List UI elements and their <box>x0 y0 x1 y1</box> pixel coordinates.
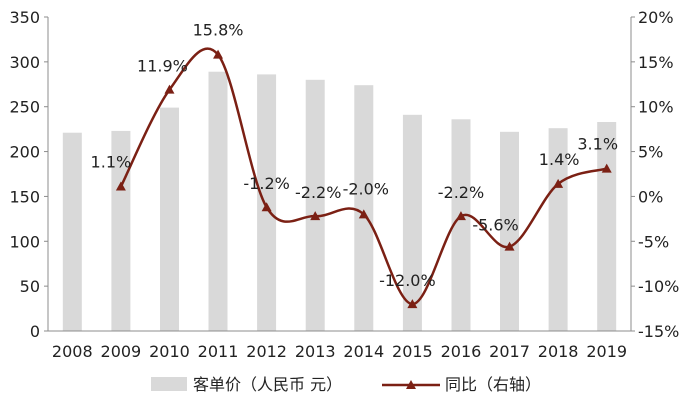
y-left-tick-label: 200 <box>9 143 40 162</box>
bar-2009 <box>111 130 131 331</box>
yoy-marker-2017 <box>504 241 515 251</box>
yoy-marker-2016 <box>455 211 466 221</box>
y-left-tick-label: 250 <box>9 98 40 117</box>
bar-2015 <box>402 114 422 331</box>
yoy-marker-2014 <box>358 209 369 219</box>
yoy-marker-2009 <box>115 181 126 191</box>
y-right-tick-label: 15% <box>638 53 674 72</box>
y-right-tick-label: 5% <box>638 143 663 162</box>
x-tick-label: 2018 <box>538 342 579 361</box>
bars-layer <box>62 71 617 332</box>
yoy-data-label-2013: -2.2% <box>295 183 341 202</box>
yoy-marker-2015 <box>407 299 418 309</box>
yoy-data-label-2015: -12.0% <box>379 271 436 290</box>
y-left-tick-label: 300 <box>9 53 40 72</box>
yoy-data-label-2014: -2.0% <box>343 179 389 198</box>
y-right-tick-label: -5% <box>638 232 669 251</box>
y-left-tick-label: 50 <box>20 277 40 296</box>
legend-label-bar: 客单价（人民币 元） <box>193 375 342 394</box>
x-tick-label: 2016 <box>441 342 482 361</box>
bar-2008 <box>62 132 82 331</box>
legend-label-line: 同比（右轴） <box>445 375 541 394</box>
legend-swatch-bar <box>151 377 187 391</box>
yoy-marker-2013 <box>310 211 321 221</box>
x-tick-label: 2010 <box>149 342 190 361</box>
yoy-data-label-2009: 1.1% <box>91 153 132 172</box>
y-right-tick-label: 20% <box>638 8 674 27</box>
data-labels-layer: 1.1%11.9%15.8%-1.2% -2.2% -2.0%-12.0%-2.2%… <box>91 21 618 290</box>
yoy-data-label-2011: 15.8% <box>193 21 244 40</box>
yoy-data-label-2016: -2.2% <box>438 183 484 202</box>
y-left-tick-label: 150 <box>9 187 40 206</box>
x-tick-label: 2015 <box>392 342 433 361</box>
y-right-tick-label: -15% <box>638 322 679 341</box>
bar-2019 <box>597 122 617 331</box>
bar-2018 <box>548 128 568 331</box>
yoy-marker-2011 <box>213 49 224 59</box>
x-tick-label: 2012 <box>246 342 287 361</box>
bar-2016 <box>451 119 471 331</box>
yoy-data-label-2019: 3.1% <box>577 135 618 154</box>
yoy-data-label-2018: 1.4% <box>539 150 580 169</box>
y-right-tick-label: 10% <box>638 98 674 117</box>
yoy-marker-2012 <box>261 202 272 212</box>
yoy-data-label-2012: -1.2% <box>243 174 289 193</box>
x-tick-label: 2009 <box>101 342 142 361</box>
y-left-tick-label: 0 <box>30 322 40 341</box>
x-tick-label: 2011 <box>198 342 239 361</box>
x-tick-label: 2017 <box>489 342 530 361</box>
yoy-marker-2019 <box>601 163 612 173</box>
yoy-data-label-2010: 11.9% <box>137 57 188 76</box>
bar-2011 <box>208 71 228 331</box>
x-tick-label: 2014 <box>343 342 384 361</box>
axes-layer: 0 50 100 150 200 250 300 350 -15% -10% -5% 0% 5% 10% 1… <box>9 8 679 361</box>
bar-2013 <box>305 79 325 331</box>
yoy-data-label-2017: -5.6% <box>472 216 518 235</box>
x-tick-label: 2013 <box>295 342 336 361</box>
yoy-marker-2018 <box>553 178 564 188</box>
bar-2014 <box>354 85 374 331</box>
y-left-tick-label: 350 <box>9 8 40 27</box>
y-right-tick-label: -10% <box>638 277 679 296</box>
bar-2010 <box>160 107 179 331</box>
x-tick-label: 2019 <box>586 342 627 361</box>
legend-swatch-marker <box>406 380 416 389</box>
line-layer <box>115 47 612 309</box>
bar-2017 <box>500 131 519 331</box>
y-right-tick-label: 0% <box>638 187 663 206</box>
y-left-tick-label: 100 <box>9 232 40 251</box>
legend: 客单价（人民币 元） 同比（右轴） <box>151 375 541 394</box>
yoy-marker-2010 <box>164 84 175 94</box>
x-tick-label: 2008 <box>52 342 93 361</box>
